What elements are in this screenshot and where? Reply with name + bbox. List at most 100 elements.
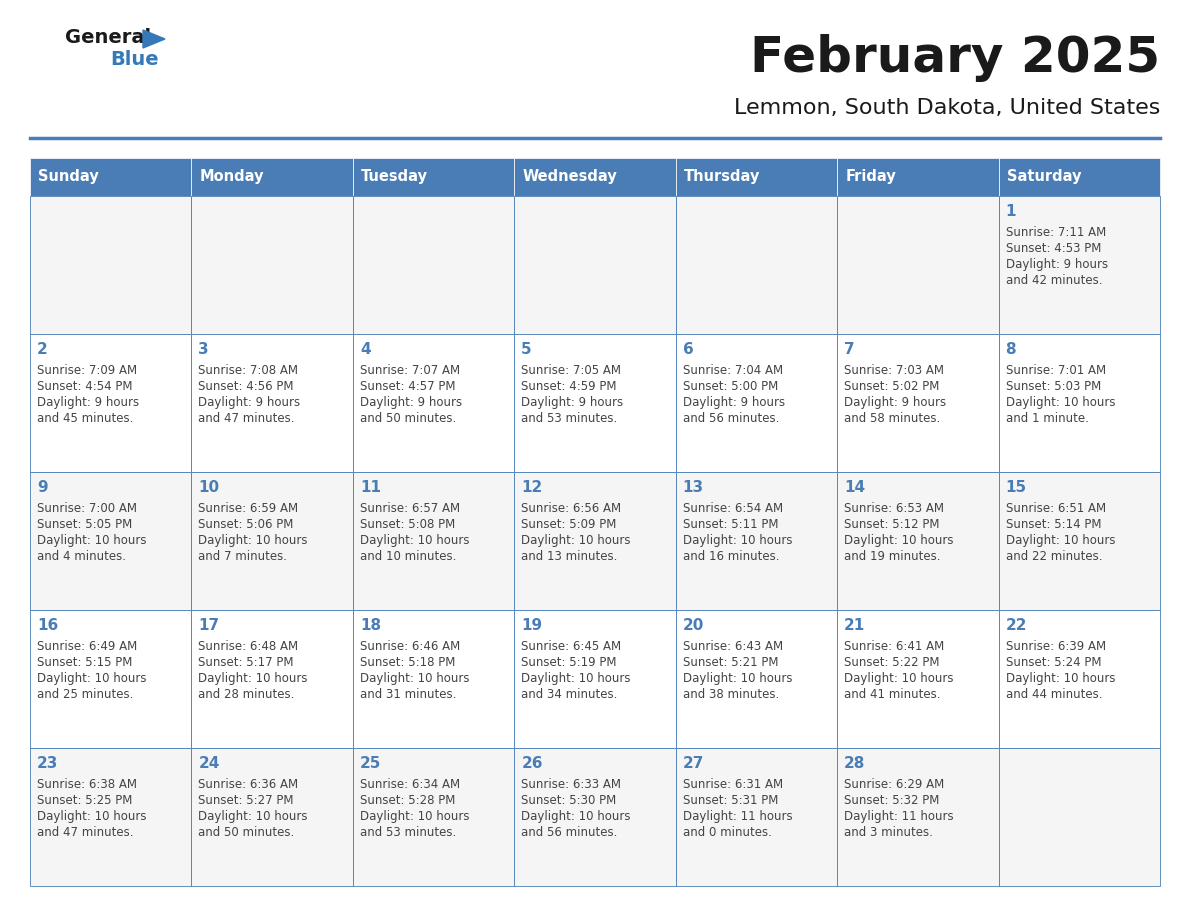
Text: 12: 12 xyxy=(522,480,543,495)
Bar xyxy=(30,196,191,334)
Text: Sunset: 5:21 PM: Sunset: 5:21 PM xyxy=(683,656,778,669)
Bar xyxy=(676,158,838,196)
Bar xyxy=(353,158,514,196)
Text: and 3 minutes.: and 3 minutes. xyxy=(845,826,933,839)
Text: Sunrise: 6:49 AM: Sunrise: 6:49 AM xyxy=(37,640,138,653)
Text: Sunrise: 7:08 AM: Sunrise: 7:08 AM xyxy=(198,364,298,377)
Text: Sunrise: 7:04 AM: Sunrise: 7:04 AM xyxy=(683,364,783,377)
Text: 14: 14 xyxy=(845,480,865,495)
Bar xyxy=(999,158,1159,196)
Text: Lemmon, South Dakota, United States: Lemmon, South Dakota, United States xyxy=(734,98,1159,118)
Text: and 19 minutes.: and 19 minutes. xyxy=(845,550,941,563)
Text: Sunset: 5:05 PM: Sunset: 5:05 PM xyxy=(37,518,132,531)
Text: 21: 21 xyxy=(845,618,865,633)
Text: and 50 minutes.: and 50 minutes. xyxy=(198,826,295,839)
Text: Sunrise: 6:46 AM: Sunrise: 6:46 AM xyxy=(360,640,460,653)
Text: Sunset: 5:00 PM: Sunset: 5:00 PM xyxy=(683,380,778,393)
Text: Sunset: 5:25 PM: Sunset: 5:25 PM xyxy=(37,794,132,807)
Text: and 42 minutes.: and 42 minutes. xyxy=(1005,274,1102,287)
Text: and 16 minutes.: and 16 minutes. xyxy=(683,550,779,563)
Text: Sunrise: 6:43 AM: Sunrise: 6:43 AM xyxy=(683,640,783,653)
Text: Saturday: Saturday xyxy=(1006,170,1081,185)
Text: Daylight: 9 hours: Daylight: 9 hours xyxy=(1005,258,1107,271)
Text: Sunrise: 6:34 AM: Sunrise: 6:34 AM xyxy=(360,778,460,791)
Text: 28: 28 xyxy=(845,756,866,771)
Text: Sunrise: 6:38 AM: Sunrise: 6:38 AM xyxy=(37,778,137,791)
Text: Sunset: 5:27 PM: Sunset: 5:27 PM xyxy=(198,794,293,807)
Bar xyxy=(838,334,999,472)
Text: Sunset: 5:17 PM: Sunset: 5:17 PM xyxy=(198,656,293,669)
Text: Sunrise: 6:57 AM: Sunrise: 6:57 AM xyxy=(360,502,460,515)
Text: and 45 minutes.: and 45 minutes. xyxy=(37,412,133,425)
Text: Sunset: 5:24 PM: Sunset: 5:24 PM xyxy=(1005,656,1101,669)
Bar xyxy=(676,472,838,610)
Text: and 28 minutes.: and 28 minutes. xyxy=(198,688,295,701)
Polygon shape xyxy=(143,30,165,48)
Text: and 41 minutes.: and 41 minutes. xyxy=(845,688,941,701)
Text: Sunrise: 7:03 AM: Sunrise: 7:03 AM xyxy=(845,364,944,377)
Text: Daylight: 10 hours: Daylight: 10 hours xyxy=(37,672,146,685)
Text: Sunset: 5:08 PM: Sunset: 5:08 PM xyxy=(360,518,455,531)
Text: and 34 minutes.: and 34 minutes. xyxy=(522,688,618,701)
Text: Daylight: 10 hours: Daylight: 10 hours xyxy=(1005,534,1116,547)
Text: Monday: Monday xyxy=(200,170,264,185)
Text: and 47 minutes.: and 47 minutes. xyxy=(198,412,295,425)
Bar xyxy=(676,196,838,334)
Text: Daylight: 9 hours: Daylight: 9 hours xyxy=(198,396,301,409)
Text: Sunrise: 6:45 AM: Sunrise: 6:45 AM xyxy=(522,640,621,653)
Text: Sunrise: 6:48 AM: Sunrise: 6:48 AM xyxy=(198,640,298,653)
Text: Sunset: 5:14 PM: Sunset: 5:14 PM xyxy=(1005,518,1101,531)
Text: Sunset: 5:03 PM: Sunset: 5:03 PM xyxy=(1005,380,1101,393)
Text: Sunrise: 7:07 AM: Sunrise: 7:07 AM xyxy=(360,364,460,377)
Text: Sunset: 5:30 PM: Sunset: 5:30 PM xyxy=(522,794,617,807)
Bar xyxy=(514,334,676,472)
Text: Daylight: 10 hours: Daylight: 10 hours xyxy=(522,534,631,547)
Bar xyxy=(30,334,191,472)
Text: February 2025: February 2025 xyxy=(750,34,1159,82)
Text: General: General xyxy=(65,28,151,47)
Text: Daylight: 10 hours: Daylight: 10 hours xyxy=(1005,396,1116,409)
Text: 3: 3 xyxy=(198,342,209,357)
Text: Sunset: 5:18 PM: Sunset: 5:18 PM xyxy=(360,656,455,669)
Text: 20: 20 xyxy=(683,618,704,633)
Text: Daylight: 10 hours: Daylight: 10 hours xyxy=(845,534,954,547)
Bar xyxy=(353,196,514,334)
Bar xyxy=(514,196,676,334)
Text: Sunrise: 6:56 AM: Sunrise: 6:56 AM xyxy=(522,502,621,515)
Text: Daylight: 9 hours: Daylight: 9 hours xyxy=(522,396,624,409)
Text: 4: 4 xyxy=(360,342,371,357)
Bar xyxy=(353,472,514,610)
Bar xyxy=(676,610,838,748)
Bar xyxy=(30,610,191,748)
Text: 13: 13 xyxy=(683,480,703,495)
Text: Sunrise: 6:59 AM: Sunrise: 6:59 AM xyxy=(198,502,298,515)
Text: 9: 9 xyxy=(37,480,48,495)
Text: 11: 11 xyxy=(360,480,381,495)
Text: Sunrise: 6:36 AM: Sunrise: 6:36 AM xyxy=(198,778,298,791)
Text: 17: 17 xyxy=(198,618,220,633)
Text: 23: 23 xyxy=(37,756,58,771)
Text: Daylight: 11 hours: Daylight: 11 hours xyxy=(683,810,792,823)
Text: Sunset: 5:31 PM: Sunset: 5:31 PM xyxy=(683,794,778,807)
Text: Sunrise: 6:41 AM: Sunrise: 6:41 AM xyxy=(845,640,944,653)
Text: Daylight: 10 hours: Daylight: 10 hours xyxy=(683,672,792,685)
Bar xyxy=(838,472,999,610)
Text: Sunset: 5:32 PM: Sunset: 5:32 PM xyxy=(845,794,940,807)
Text: Sunrise: 6:29 AM: Sunrise: 6:29 AM xyxy=(845,778,944,791)
Bar xyxy=(191,610,353,748)
Text: 15: 15 xyxy=(1005,480,1026,495)
Text: Sunset: 4:56 PM: Sunset: 4:56 PM xyxy=(198,380,293,393)
Bar xyxy=(838,610,999,748)
Text: Sunrise: 6:39 AM: Sunrise: 6:39 AM xyxy=(1005,640,1106,653)
Text: Sunrise: 7:05 AM: Sunrise: 7:05 AM xyxy=(522,364,621,377)
Text: Sunrise: 7:01 AM: Sunrise: 7:01 AM xyxy=(1005,364,1106,377)
Text: Daylight: 9 hours: Daylight: 9 hours xyxy=(360,396,462,409)
Text: and 10 minutes.: and 10 minutes. xyxy=(360,550,456,563)
Bar xyxy=(999,748,1159,886)
Text: 2: 2 xyxy=(37,342,48,357)
Bar xyxy=(838,196,999,334)
Text: Daylight: 10 hours: Daylight: 10 hours xyxy=(360,672,469,685)
Text: and 7 minutes.: and 7 minutes. xyxy=(198,550,287,563)
Text: 24: 24 xyxy=(198,756,220,771)
Text: and 47 minutes.: and 47 minutes. xyxy=(37,826,133,839)
